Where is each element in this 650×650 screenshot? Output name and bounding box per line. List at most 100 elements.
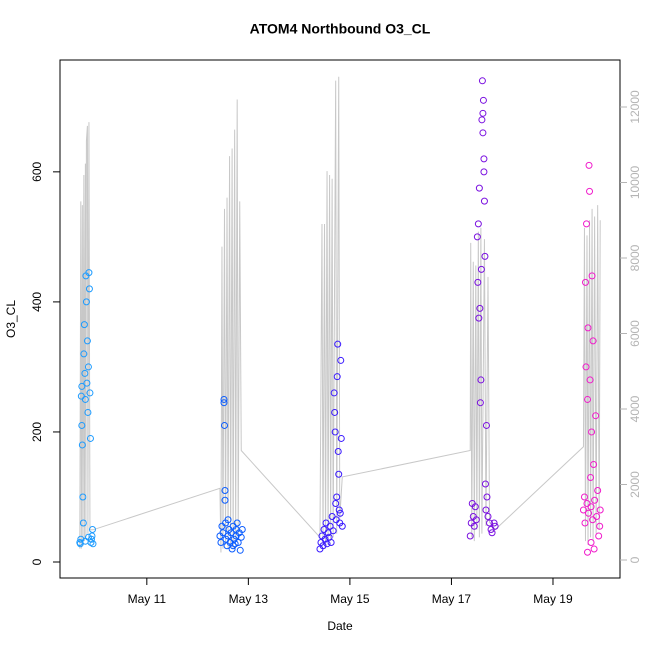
data-point bbox=[233, 519, 241, 527]
data-point bbox=[333, 493, 341, 501]
data-point bbox=[335, 470, 343, 478]
data-point bbox=[466, 532, 474, 540]
y2-tick-label: 10000 bbox=[628, 165, 642, 199]
data-point bbox=[585, 509, 593, 517]
data-point bbox=[333, 373, 341, 381]
data-point bbox=[584, 548, 592, 556]
data-point bbox=[582, 363, 590, 371]
data-point bbox=[484, 512, 492, 520]
data-point bbox=[78, 421, 86, 429]
data-point bbox=[336, 509, 344, 517]
data-point bbox=[476, 399, 484, 407]
data-point bbox=[86, 434, 94, 442]
data-point bbox=[338, 522, 346, 530]
y2-tick-label: 12000 bbox=[628, 90, 642, 124]
data-point bbox=[596, 522, 604, 530]
data-point bbox=[84, 408, 92, 416]
data-point bbox=[491, 522, 499, 530]
data-point bbox=[224, 516, 232, 524]
data-point bbox=[476, 304, 484, 312]
data-point bbox=[596, 506, 604, 514]
data-point bbox=[236, 546, 244, 554]
data-point bbox=[477, 376, 485, 384]
data-point bbox=[337, 434, 345, 442]
data-point bbox=[481, 480, 489, 488]
data-point bbox=[584, 324, 592, 332]
data-point bbox=[80, 350, 88, 358]
data-point bbox=[82, 298, 90, 306]
data-point bbox=[78, 382, 86, 390]
data-point bbox=[488, 529, 496, 537]
data-point bbox=[473, 233, 481, 241]
data-point bbox=[219, 529, 227, 537]
y2-tick-label: 2000 bbox=[628, 471, 642, 498]
data-point bbox=[228, 545, 236, 553]
chart-title: ATOM4 Northbound O3_CL bbox=[250, 21, 431, 37]
y2-tick-label: 0 bbox=[628, 556, 642, 563]
data-point bbox=[220, 395, 228, 403]
data-point bbox=[587, 503, 595, 511]
data-point bbox=[483, 493, 491, 501]
data-point bbox=[337, 356, 345, 364]
data-point bbox=[479, 129, 487, 137]
data-point bbox=[584, 395, 592, 403]
data-point bbox=[221, 496, 229, 504]
data-point bbox=[480, 197, 488, 205]
data-point bbox=[474, 220, 482, 228]
data-point bbox=[590, 545, 598, 553]
data-point bbox=[475, 314, 483, 322]
data-point bbox=[323, 540, 331, 548]
data-point bbox=[220, 399, 228, 407]
y2-tick-label: 6000 bbox=[628, 320, 642, 347]
data-point bbox=[81, 369, 89, 377]
data-point bbox=[486, 519, 494, 527]
data-point bbox=[470, 522, 478, 530]
data-point bbox=[232, 525, 240, 533]
x-axis-title: Date bbox=[327, 619, 353, 633]
data-point bbox=[89, 540, 97, 548]
data-point bbox=[586, 376, 594, 384]
data-point bbox=[85, 285, 93, 293]
data-point bbox=[594, 486, 602, 494]
data-point bbox=[479, 109, 487, 117]
x-tick-label: May 13 bbox=[229, 592, 269, 606]
data-point bbox=[78, 441, 86, 449]
data-point bbox=[84, 363, 92, 371]
y2-tick-label: 4000 bbox=[628, 395, 642, 422]
y2-tick-label: 8000 bbox=[628, 244, 642, 271]
data-point bbox=[229, 542, 237, 550]
x-tick-label: May 19 bbox=[533, 592, 573, 606]
y-tick-label: 600 bbox=[30, 162, 44, 182]
y-tick-label: 0 bbox=[30, 558, 44, 565]
x-tick-label: May 17 bbox=[432, 592, 472, 606]
data-point bbox=[475, 184, 483, 192]
data-point bbox=[220, 421, 228, 429]
data-point bbox=[330, 389, 338, 397]
data-point bbox=[587, 473, 595, 481]
data-point bbox=[587, 538, 595, 546]
data-point bbox=[83, 379, 91, 387]
y-tick-label: 400 bbox=[30, 292, 44, 312]
data-point bbox=[221, 486, 229, 494]
x-tick-label: May 15 bbox=[330, 592, 370, 606]
y-tick-label: 200 bbox=[30, 422, 44, 442]
data-point bbox=[234, 538, 242, 546]
data-point bbox=[474, 278, 482, 286]
data-point bbox=[327, 538, 335, 546]
x-tick-label: May 11 bbox=[128, 592, 167, 606]
data-point bbox=[482, 421, 490, 429]
data-point bbox=[79, 493, 87, 501]
data-point bbox=[478, 116, 486, 124]
data-point bbox=[480, 168, 488, 176]
data-point bbox=[334, 340, 342, 348]
data-point bbox=[80, 321, 88, 329]
data-point bbox=[481, 252, 489, 260]
data-point bbox=[79, 519, 87, 527]
plot-frame bbox=[59, 59, 621, 579]
data-point bbox=[331, 408, 339, 416]
data-point bbox=[335, 506, 343, 514]
y-axis-title: O3_CL bbox=[4, 300, 18, 338]
data-point bbox=[582, 220, 590, 228]
